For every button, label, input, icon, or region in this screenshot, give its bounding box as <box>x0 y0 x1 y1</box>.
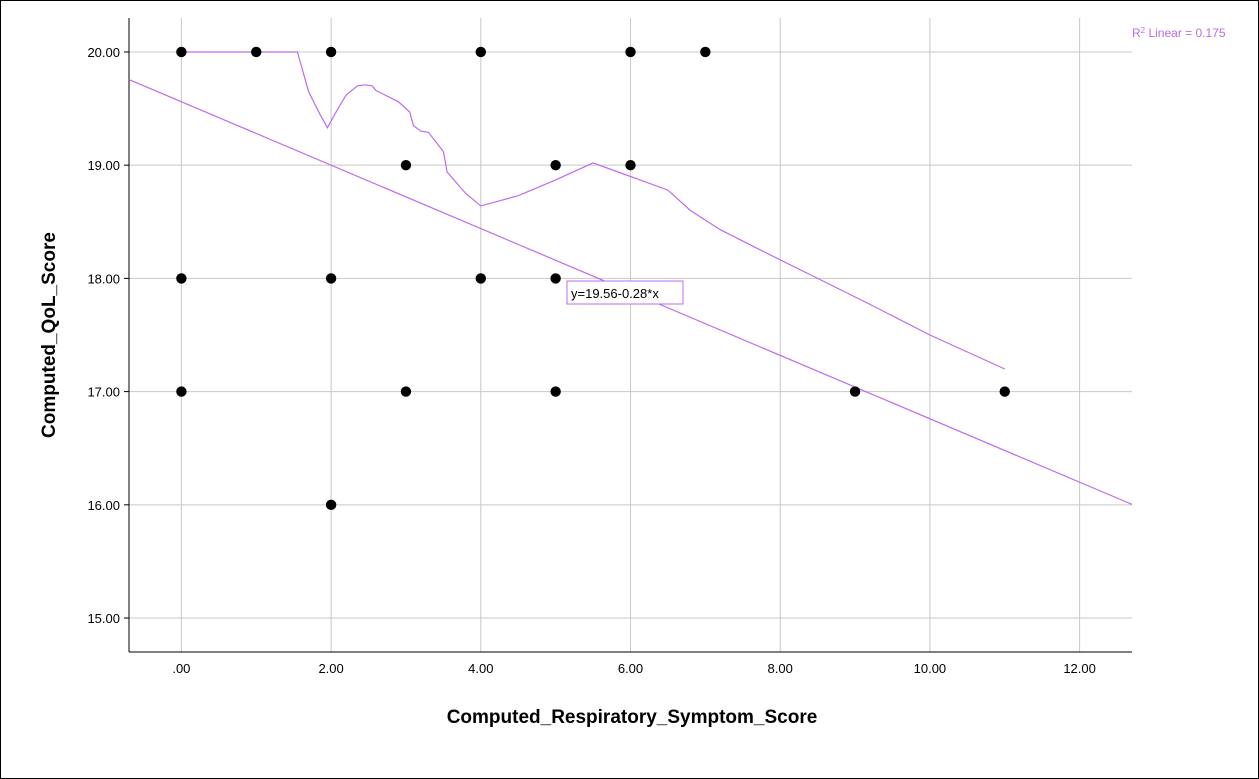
loess-curve <box>181 51 1006 370</box>
data-point <box>625 159 636 171</box>
data-point <box>325 499 337 511</box>
data-point <box>176 273 187 284</box>
x-tick-label: 12.00 <box>1063 661 1096 676</box>
y-tick-label: 18.00 <box>87 271 120 286</box>
y-tick-label: 17.00 <box>87 385 120 400</box>
data-point <box>475 273 486 284</box>
y-axis-title: Computed_QoL_Score <box>39 232 60 438</box>
data-point <box>325 46 337 58</box>
x-tick-labels: .00 2.00 4.00 6.00 8.00 10.00 12.00 <box>172 661 1096 676</box>
data-point <box>176 386 187 397</box>
data-point <box>999 386 1010 397</box>
r2-suffix: Linear = 0.175 <box>1145 26 1226 40</box>
data-point <box>251 46 262 58</box>
r2-linear-label: R2 Linear = 0.175 <box>1132 26 1226 41</box>
y-tick-label: 15.00 <box>87 611 120 626</box>
data-point <box>849 386 861 397</box>
data-point <box>700 46 711 58</box>
x-axis-title: Computed_Respiratory_Symptom_Score <box>447 707 818 728</box>
data-point <box>176 46 187 58</box>
data-point <box>325 273 337 284</box>
x-tick-label: 2.00 <box>318 661 343 676</box>
y-tick-labels: 15.00 16.00 17.00 18.00 19.00 20.00 <box>87 45 120 626</box>
x-tick-label: 8.00 <box>768 661 793 676</box>
y-tick-label: 20.00 <box>87 45 120 60</box>
equation-label-box: y=19.56-0.28*x <box>566 280 684 305</box>
equation-label: y=19.56-0.28*x <box>571 286 659 301</box>
data-point <box>475 46 486 58</box>
data-point <box>400 159 412 171</box>
x-tick-label: 10.00 <box>914 661 947 676</box>
data-points <box>176 46 1010 511</box>
r2-superscript: 2 <box>1141 26 1146 35</box>
equation-label-border <box>566 280 684 305</box>
y-tick-label: 16.00 <box>87 498 120 513</box>
y-tick-label: 19.00 <box>87 158 120 173</box>
data-point <box>400 386 412 397</box>
x-tick-label: 6.00 <box>618 661 643 676</box>
loess-curve-layer <box>181 51 1006 370</box>
axes <box>124 18 1132 653</box>
x-tick-label: .00 <box>172 661 190 676</box>
data-point <box>625 46 636 58</box>
r2-prefix: R <box>1132 26 1141 40</box>
vertical-gridlines <box>180 18 1081 652</box>
data-point <box>550 386 561 397</box>
data-point <box>550 273 561 284</box>
data-point <box>550 159 561 171</box>
x-tick-label: 4.00 <box>468 661 493 676</box>
